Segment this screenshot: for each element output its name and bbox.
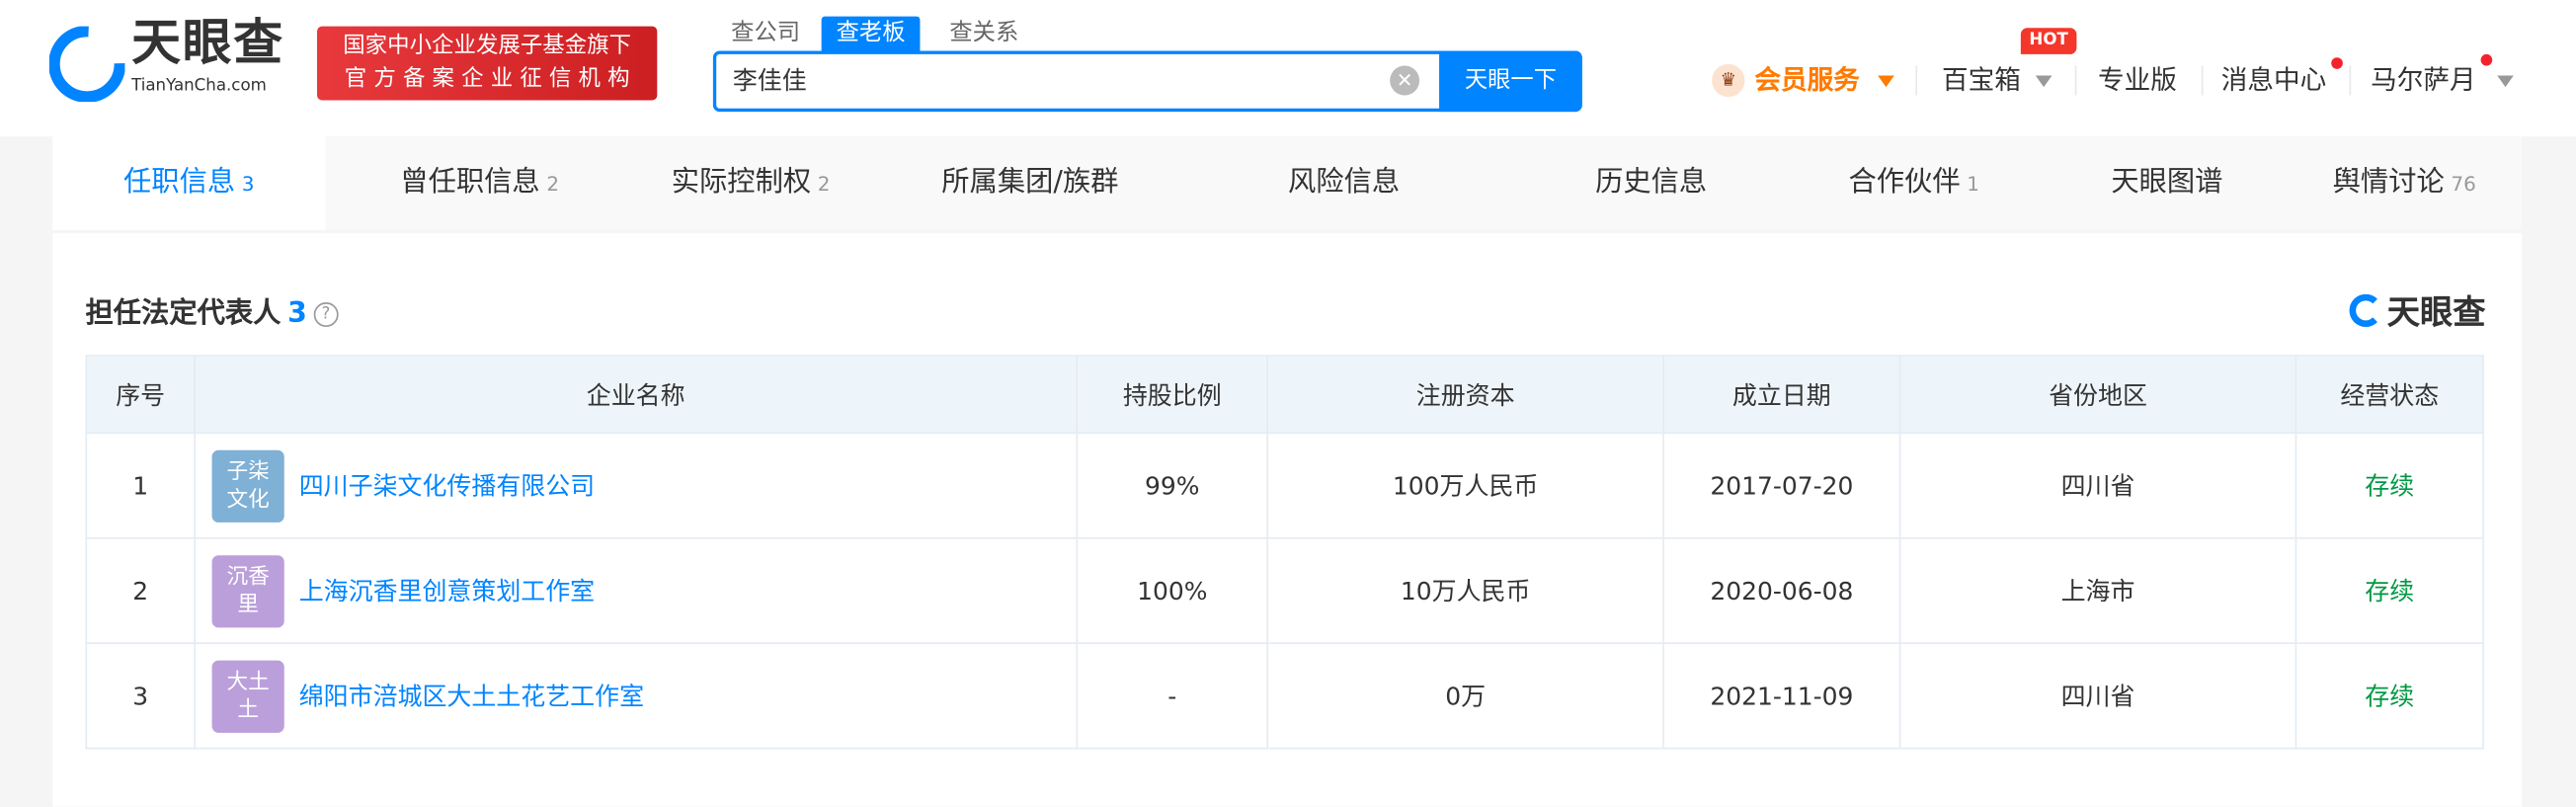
legal-rep-section: 担任法定代表人 3? 天眼查 序号 企业名称 持股比例 注册资本 成立日期 省份地… <box>52 233 2523 807</box>
divider <box>1915 65 1918 96</box>
share-ratio: 99% <box>1076 432 1269 539</box>
divider <box>2074 65 2077 96</box>
hot-badge: HOT <box>2020 28 2077 54</box>
notification-dot <box>2480 53 2493 66</box>
col-date: 成立日期 <box>1662 355 1901 435</box>
table-row: 1 子柒文化 四川子柒文化传播有限公司 99% 100万人民币 2017-07-2… <box>85 432 2484 539</box>
registered-capital: 100万人民币 <box>1266 432 1664 539</box>
watermark-logo: 天眼查 <box>2349 285 2486 333</box>
registered-capital: 10万人民币 <box>1266 536 1664 645</box>
search-tab-boss[interactable]: 查老板 <box>821 16 921 51</box>
col-capital: 注册资本 <box>1266 355 1664 435</box>
tab-public-opinion[interactable]: 舆情讨论 76 <box>2287 136 2522 230</box>
message-center-link[interactable]: 消息中心 <box>2220 63 2327 96</box>
user-menu[interactable]: 马尔萨月 <box>2371 63 2476 96</box>
table-header-row: 序号 企业名称 持股比例 注册资本 成立日期 省份地区 经营状态 <box>85 355 2484 435</box>
col-company: 企业名称 <box>194 355 1079 435</box>
profile-tabs: 任职信息 3 曾任职信息 2 实际控制权 2 所属集团/族群 风险信息 历史信息 合作… <box>52 136 2523 230</box>
toolbox-menu[interactable]: 百宝箱 <box>1942 63 2021 96</box>
search-input[interactable] <box>732 63 1374 94</box>
official-banner: 国家中小企业发展子基金旗下 官 方 备 案 企 业 征 信 机 构 <box>317 26 658 101</box>
section-title: 担任法定代表人 3? <box>85 289 339 331</box>
share-ratio: - <box>1076 642 1269 750</box>
established-date: 2017-07-20 <box>1662 432 1901 539</box>
pro-version-link[interactable]: 专业版 <box>2098 63 2177 96</box>
caret-down-icon <box>2497 75 2514 88</box>
row-no: 2 <box>85 536 196 645</box>
tab-graph[interactable]: 天眼图谱 <box>2044 136 2290 230</box>
row-no: 1 <box>85 432 196 539</box>
registered-capital: 0万 <box>1266 642 1664 750</box>
col-region: 省份地区 <box>1898 355 2297 435</box>
region: 四川省 <box>1898 642 2297 750</box>
search-tab-company[interactable]: 查公司 <box>731 19 801 46</box>
crown-icon: ♛ <box>1712 63 1745 98</box>
section-count: 3 <box>287 297 307 331</box>
caret-down-icon <box>1878 75 1894 88</box>
tab-label: 所属集团/族群 <box>941 165 1119 200</box>
tab-label: 天眼图谱 <box>2111 165 2223 200</box>
share-ratio: 100% <box>1076 536 1269 645</box>
tab-partners[interactable]: 合作伙伴 1 <box>1791 136 2037 230</box>
company-logo-badge[interactable]: 沉香里 <box>211 554 284 627</box>
company-name-link[interactable]: 上海沉香里创意策划工作室 <box>298 576 596 606</box>
region: 四川省 <box>1898 432 2297 539</box>
banner-line-2: 官 方 备 案 企 业 征 信 机 构 <box>344 65 630 93</box>
banner-line-1: 国家中小企业发展子基金旗下 <box>343 33 632 59</box>
col-no: 序号 <box>85 355 196 435</box>
watermark-logo-text: 天眼查 <box>2386 292 2486 332</box>
logo-text[interactable]: 天眼查 <box>131 14 284 73</box>
col-status: 经营状态 <box>2294 355 2484 435</box>
tab-current-positions[interactable]: 任职信息 3 <box>52 136 326 230</box>
established-date: 2021-11-09 <box>1662 642 1901 750</box>
clear-icon[interactable]: ✕ <box>1390 65 1420 96</box>
help-icon[interactable]: ? <box>313 302 339 327</box>
top-header: 天眼查 TianYanCha.com 国家中小企业发展子基金旗下 官 方 备 案… <box>0 0 2576 137</box>
tab-label: 实际控制权 <box>671 165 812 200</box>
company-name-link[interactable]: 绵阳市涪城区大土土花艺工作室 <box>298 682 645 712</box>
company-name-link[interactable]: 四川子柒文化传播有限公司 <box>298 471 596 502</box>
tab-count: 1 <box>1967 172 1979 196</box>
status-badge: 存续 <box>2294 536 2484 645</box>
vip-service-menu[interactable]: 会员服务 <box>1754 63 1860 96</box>
tab-count: 2 <box>817 172 831 196</box>
tab-risk[interactable]: 风险信息 <box>1213 136 1476 230</box>
row-no: 3 <box>85 642 196 750</box>
tab-label: 合作伙伴 <box>1848 165 1961 200</box>
company-logo-badge[interactable]: 大土土 <box>211 659 284 733</box>
caret-down-icon <box>2035 75 2053 88</box>
status-badge: 存续 <box>2294 432 2484 539</box>
tab-history[interactable]: 历史信息 <box>1520 136 1783 230</box>
tianyancha-logo-icon[interactable] <box>48 26 125 103</box>
logo-subtext: TianYanCha.com <box>131 77 267 96</box>
tianyancha-logo-icon <box>2349 293 2382 327</box>
search-tab-relation[interactable]: 查关系 <box>949 19 1019 46</box>
divider <box>2349 65 2352 96</box>
table-row: 3 大土土 绵阳市涪城区大土土花艺工作室 - 0万 2021-11-09 四川省 … <box>85 642 2484 750</box>
search-button[interactable]: 天眼一下 <box>1439 50 1582 113</box>
tab-past-positions[interactable]: 曾任职信息 2 <box>349 136 611 230</box>
region: 上海市 <box>1898 536 2297 645</box>
tab-label: 历史信息 <box>1595 165 1708 200</box>
tab-count: 76 <box>2451 172 2476 196</box>
tab-label: 舆情讨论 <box>2332 165 2445 200</box>
section-title-text: 担任法定代表人 <box>85 297 282 331</box>
divider <box>2201 65 2204 96</box>
tab-count: 3 <box>241 172 255 196</box>
tab-label: 曾任职信息 <box>400 165 540 200</box>
tab-group[interactable]: 所属集团/族群 <box>899 136 1162 230</box>
tab-label: 风险信息 <box>1288 165 1401 200</box>
established-date: 2020-06-08 <box>1662 536 1901 645</box>
tab-actual-control[interactable]: 实际控制权 2 <box>619 136 882 230</box>
search-box: ✕ 天眼一下 <box>712 50 1582 113</box>
col-share: 持股比例 <box>1076 355 1269 435</box>
notification-dot <box>2331 57 2343 69</box>
table-row: 2 沉香里 上海沉香里创意策划工作室 100% 10万人民币 2020-06-08… <box>85 536 2484 645</box>
company-logo-badge[interactable]: 子柒文化 <box>211 448 284 523</box>
tab-label: 任职信息 <box>123 165 236 200</box>
legal-rep-table: 序号 企业名称 持股比例 注册资本 成立日期 省份地区 经营状态 1 子柒文化四… <box>85 355 2484 750</box>
status-badge: 存续 <box>2294 642 2484 750</box>
tab-count: 2 <box>546 172 560 196</box>
